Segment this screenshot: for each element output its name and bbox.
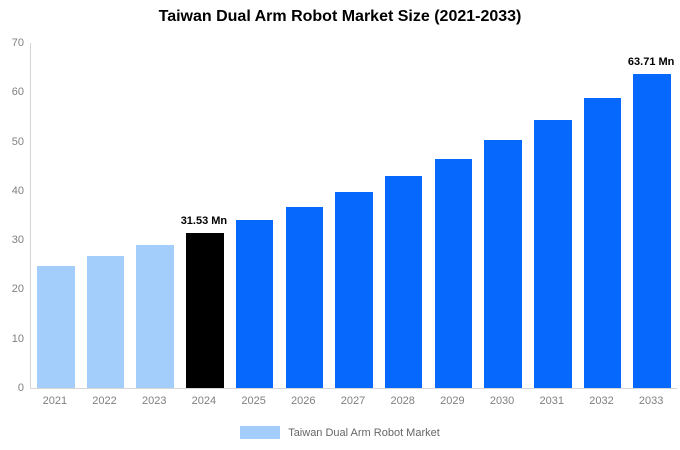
legend-item-label[interactable]: Taiwan Dual Arm Robot Market: [288, 426, 440, 439]
bar-2021[interactable]: [37, 266, 75, 388]
y-tick-label-40: 40: [11, 184, 24, 197]
x-tick-label-2022: 2022: [92, 395, 117, 407]
x-tick-label-2028: 2028: [390, 395, 415, 407]
bar-2026[interactable]: [285, 207, 324, 388]
x-tick-label-2023: 2023: [141, 395, 167, 407]
chart-title: Taiwan Dual Arm Robot Market Size (2021-…: [158, 8, 522, 25]
x-tick-label-2021: 2021: [42, 395, 68, 407]
bar-2032[interactable]: [583, 97, 622, 388]
y-tick-label-60: 60: [11, 86, 24, 99]
bar-2022[interactable]: [86, 255, 125, 388]
legend: Taiwan Dual Arm Robot Market: [0, 426, 680, 439]
plot-area: [30, 43, 677, 389]
x-tick-label-2033: 2033: [638, 395, 664, 407]
x-tick-label-2030: 2030: [489, 395, 515, 407]
y-tick-label-0: 0: [17, 382, 24, 394]
data-label-2024: 31.53 Mn: [180, 214, 228, 227]
bar-2030[interactable]: [484, 140, 522, 388]
bar-2023[interactable]: [136, 244, 174, 388]
y-tick-label-20: 20: [11, 283, 24, 296]
y-tick-label-50: 50: [11, 135, 24, 148]
legend-swatch[interactable]: [240, 426, 281, 439]
y-tick-label-30: 30: [11, 234, 24, 247]
x-tick-label-2031: 2031: [539, 395, 565, 407]
y-tick-label-70: 70: [11, 37, 24, 49]
x-tick-label-2024: 2024: [191, 395, 217, 407]
bar-2028[interactable]: [384, 176, 423, 388]
x-tick-label-2032: 2032: [589, 395, 614, 407]
x-tick-label-2027: 2027: [340, 395, 366, 407]
x-tick-label-2026: 2026: [291, 395, 316, 407]
data-label-2033: 63.71 Mn: [627, 56, 675, 68]
x-tick-label-2025: 2025: [241, 395, 266, 407]
bar-2024[interactable]: [186, 232, 224, 388]
bar-2025[interactable]: [235, 220, 274, 388]
x-tick-label-2029: 2029: [440, 395, 465, 407]
bar-2027[interactable]: [335, 191, 373, 388]
bar-2031[interactable]: [534, 119, 572, 388]
bar-2029[interactable]: [434, 158, 473, 388]
bar-2033[interactable]: [633, 74, 671, 388]
y-tick-label-10: 10: [11, 332, 24, 345]
